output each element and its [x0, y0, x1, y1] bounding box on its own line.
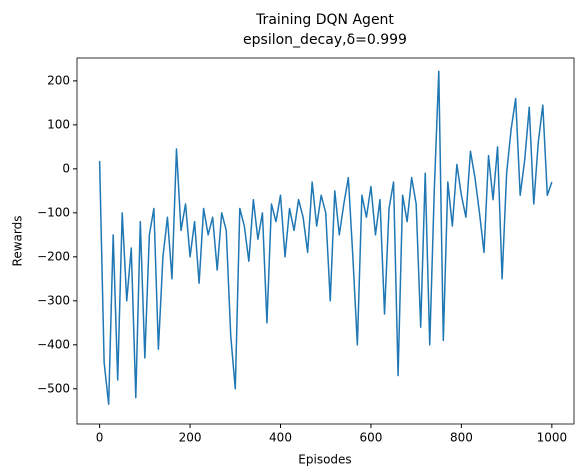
y-tick-label: −400 — [37, 337, 70, 351]
y-tick-label: 200 — [47, 73, 70, 87]
chart-subtitle: epsilon_decay,δ=0.999 — [243, 32, 407, 48]
chart-title: Training DQN Agent — [255, 12, 394, 28]
y-tick-label: −300 — [37, 293, 70, 307]
line-series — [98, 70, 553, 405]
x-axis-label: Episodes — [298, 453, 351, 467]
x-tick-label: 600 — [359, 431, 382, 445]
y-tick-label: −100 — [37, 205, 70, 219]
y-tick-label: −500 — [37, 381, 70, 395]
y-axis-label: Rewards — [11, 216, 25, 267]
x-tick-label: 1000 — [537, 431, 568, 445]
x-tick-label: 200 — [179, 431, 202, 445]
x-tick-label: 400 — [269, 431, 292, 445]
x-tick-label: 800 — [450, 431, 473, 445]
y-tick-label: −200 — [37, 249, 70, 263]
x-tick-label: 0 — [96, 431, 104, 445]
plot-frame — [76, 57, 575, 425]
y-tick-label: 100 — [47, 117, 70, 131]
y-tick-label: 0 — [62, 161, 70, 175]
